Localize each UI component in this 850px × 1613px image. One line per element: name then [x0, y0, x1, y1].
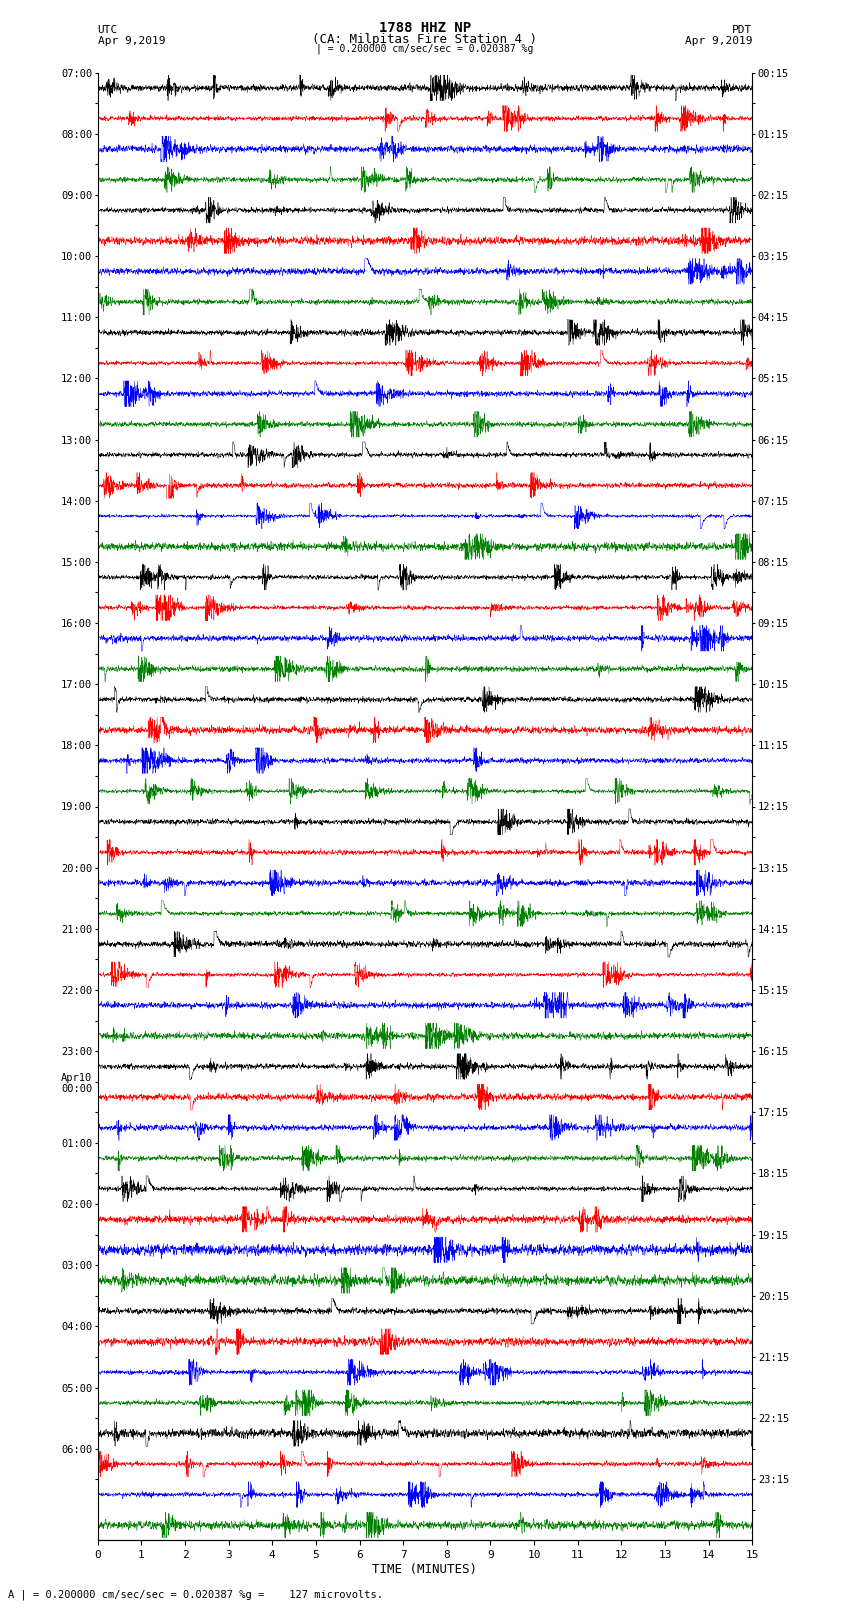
Text: 1788 HHZ NP: 1788 HHZ NP — [379, 21, 471, 35]
Text: | = 0.200000 cm/sec/sec = 0.020387 %g: | = 0.200000 cm/sec/sec = 0.020387 %g — [316, 44, 534, 53]
X-axis label: TIME (MINUTES): TIME (MINUTES) — [372, 1563, 478, 1576]
Text: (CA: Milpitas Fire Station 4 ): (CA: Milpitas Fire Station 4 ) — [313, 32, 537, 45]
Text: PDT: PDT — [732, 24, 752, 35]
Text: A | = 0.200000 cm/sec/sec = 0.020387 %g =    127 microvolts.: A | = 0.200000 cm/sec/sec = 0.020387 %g … — [8, 1589, 383, 1600]
Text: UTC: UTC — [98, 24, 118, 35]
Text: Apr 9,2019: Apr 9,2019 — [98, 35, 165, 45]
Text: Apr 9,2019: Apr 9,2019 — [685, 35, 752, 45]
